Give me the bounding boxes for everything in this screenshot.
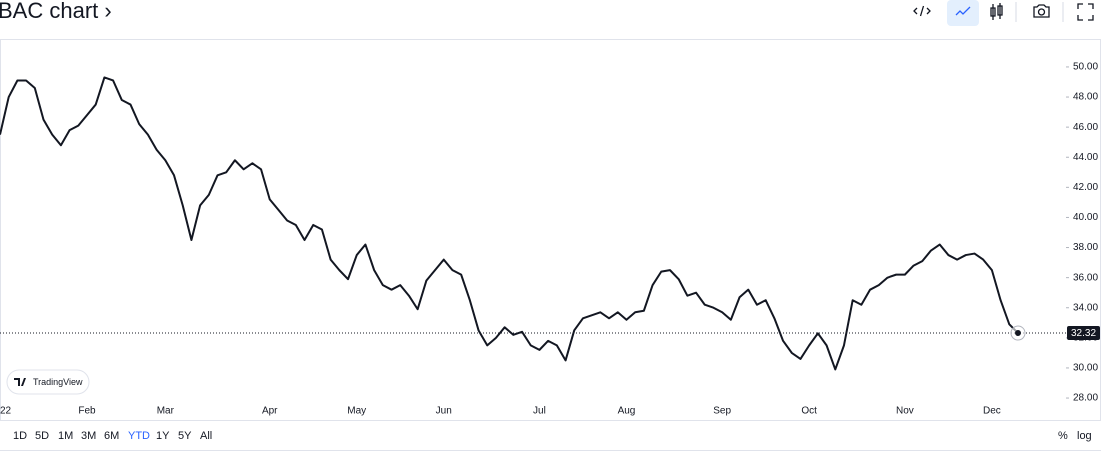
logo-text: TradingView — [33, 377, 83, 387]
y-tick-label: 48.00 — [1073, 92, 1098, 103]
fullscreen-icon[interactable] — [1077, 3, 1094, 21]
embed-icon[interactable] — [913, 5, 931, 17]
x-tick-label: Apr — [262, 406, 278, 417]
logo-icon — [14, 378, 26, 386]
range-button[interactable]: 1D — [13, 430, 27, 442]
price-line — [0, 76, 1019, 371]
x-tick-label: Aug — [618, 406, 636, 417]
range-button[interactable]: 6M — [104, 430, 119, 442]
range-button[interactable]: 5Y — [178, 430, 192, 442]
range-button[interactable]: 5D — [35, 430, 49, 442]
y-tick-label: 42.00 — [1073, 182, 1098, 193]
y-tick-label: 36.00 — [1073, 272, 1098, 283]
chart-title[interactable]: BAC chart › — [0, 0, 112, 23]
range-button[interactable]: 3M — [81, 430, 96, 442]
range-button[interactable]: All — [200, 430, 212, 442]
x-tick-label: 2022 — [0, 406, 12, 417]
x-tick-label: Dec — [983, 406, 1001, 417]
line-icon — [955, 6, 971, 16]
x-tick-label: Jul — [533, 406, 546, 417]
x-tick-label: Jun — [436, 406, 452, 417]
y-tick-label: 34.00 — [1073, 302, 1098, 313]
x-tick-label: Feb — [78, 406, 96, 417]
y-tick-label: 30.00 — [1073, 363, 1098, 374]
last-price-label: 32.32 — [1071, 328, 1096, 339]
last-price-badge — [1067, 326, 1100, 341]
log-toggle[interactable]: log — [1077, 430, 1092, 442]
range-button[interactable]: 1Y — [156, 430, 170, 442]
plot — [0, 76, 1066, 371]
range-button[interactable]: YTD — [128, 430, 150, 442]
logo-badge[interactable] — [6, 369, 90, 395]
top-toolbar — [913, 0, 1094, 26]
camera-lens — [1037, 8, 1046, 16]
x-tick-label: Oct — [801, 406, 817, 417]
chart-frame — [0, 39, 1101, 421]
y-tick-label: 50.00 — [1073, 62, 1098, 73]
x-tick-label: Mar — [157, 406, 175, 417]
y-tick-label: 28.00 — [1073, 393, 1098, 404]
candle-icon[interactable] — [990, 3, 1003, 20]
x-tick-label: Nov — [896, 406, 914, 417]
range-button[interactable]: 1M — [58, 430, 73, 442]
camera-icon[interactable] — [1033, 4, 1050, 18]
y-tick-label: 38.00 — [1073, 242, 1098, 253]
percent-toggle[interactable]: % — [1058, 430, 1068, 442]
y-tick-label: 40.00 — [1073, 212, 1098, 223]
line-style-button[interactable] — [947, 0, 979, 26]
x-tick-label: May — [347, 406, 366, 417]
last-point — [1015, 330, 1021, 337]
y-tick-label: 46.00 — [1073, 122, 1098, 133]
x-tick-label: Sep — [713, 406, 731, 417]
y-tick-label: 44.00 — [1073, 152, 1098, 163]
